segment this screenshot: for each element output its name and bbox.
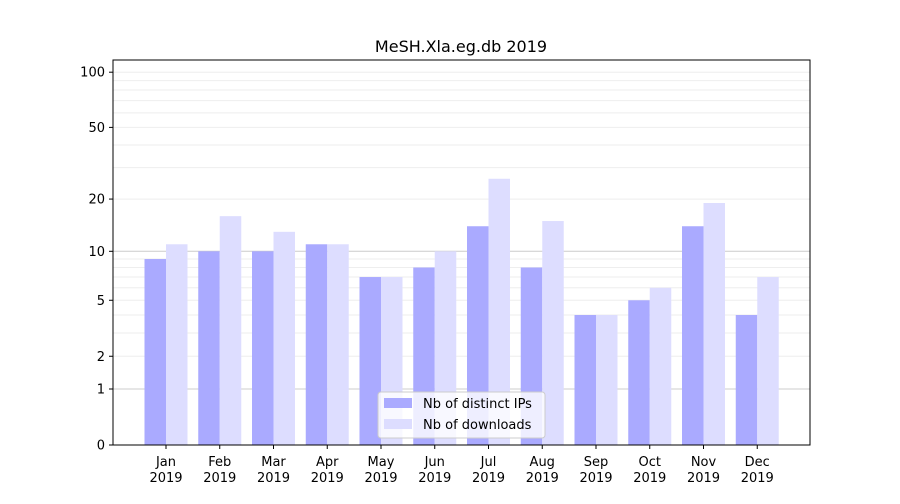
bar-distinct-ips [198, 251, 220, 445]
x-tick-label: Jul [480, 455, 497, 470]
y-tick-label: 0 [97, 439, 105, 454]
bar-downloads [757, 277, 779, 445]
x-tick-label: 2019 [633, 471, 666, 486]
x-tick-label: 2019 [418, 471, 451, 486]
x-tick-label: Oct [639, 455, 661, 470]
x-tick-label: 2019 [687, 471, 720, 486]
x-tick-label: Jun [424, 455, 445, 470]
plot-frame [112, 59, 811, 446]
x-tick-label: Jan [155, 455, 176, 470]
bar-downloads [703, 203, 725, 445]
bar-distinct-ips [467, 226, 489, 445]
x-tick-label: Dec [745, 455, 770, 470]
x-tick-label: 2019 [203, 471, 236, 486]
x-tick-label: 2019 [257, 471, 290, 486]
bar-downloads [596, 314, 618, 445]
bar-downloads [649, 287, 672, 445]
x-tick-label: 2019 [741, 471, 774, 486]
legend-label: Nb of distinct IPs [423, 397, 532, 412]
bar-downloads [219, 216, 242, 445]
bar-distinct-ips [574, 314, 596, 445]
bar-distinct-ips [359, 277, 381, 445]
y-tick-label: 10 [88, 245, 105, 260]
bar-downloads [542, 221, 564, 445]
bar-distinct-ips [628, 300, 650, 445]
bar-distinct-ips [682, 226, 704, 445]
bar-distinct-ips [735, 314, 758, 445]
x-tick-label: 2019 [364, 471, 397, 486]
legend-swatch [384, 398, 412, 408]
bar-distinct-ips [252, 251, 274, 445]
legend-swatch [384, 419, 412, 429]
x-tick-label: Feb [208, 455, 231, 470]
x-tick-label: Nov [691, 455, 717, 470]
x-tick-label: Aug [530, 455, 555, 470]
bar-distinct-ips [144, 259, 166, 445]
x-tick-label: Sep [584, 455, 609, 470]
y-tick-label: 100 [80, 66, 105, 81]
x-tick-label: 2019 [149, 471, 182, 486]
x-tick-label: May [368, 455, 395, 470]
bar-downloads [327, 244, 349, 445]
y-tick-label: 2 [97, 350, 105, 365]
y-tick-label: 20 [88, 193, 105, 208]
legend-box [377, 391, 546, 439]
y-tick-label: 50 [88, 121, 105, 136]
x-tick-label: Apr [316, 455, 339, 470]
y-tick-label: 1 [97, 383, 105, 398]
x-tick-label: 2019 [311, 471, 344, 486]
bar-distinct-ips [305, 244, 328, 445]
x-tick-label: 2019 [472, 471, 505, 486]
x-tick-label: 2019 [579, 471, 612, 486]
legend-label: Nb of downloads [423, 418, 532, 433]
x-tick-label: Mar [261, 455, 286, 470]
bar-downloads [488, 178, 510, 445]
bar-downloads [166, 244, 188, 445]
chart-title: MeSH.Xla.eg.db 2019 [375, 37, 547, 56]
bar-downloads [273, 231, 295, 445]
y-tick-label: 5 [97, 294, 105, 309]
legend: Nb of distinct IPs Nb of downloads [377, 391, 546, 439]
x-tick-label: 2019 [526, 471, 559, 486]
